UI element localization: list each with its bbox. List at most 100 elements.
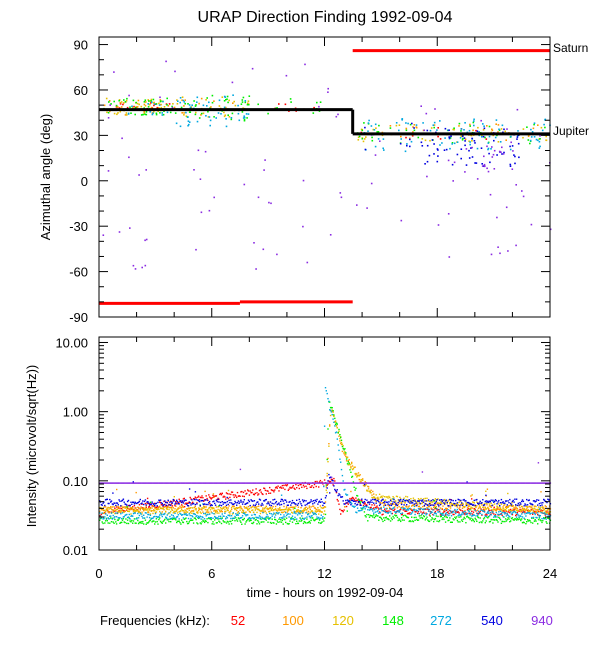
intensity-point-940khz [530, 482, 532, 484]
intensity-point-120khz [251, 509, 253, 512]
azimuth-point-272khz [205, 115, 207, 117]
intensity-point-120khz [173, 496, 175, 498]
intensity-point-120khz [129, 509, 131, 511]
intensity-point-540khz [455, 504, 458, 507]
intensity-point-272khz [499, 510, 502, 512]
intensity-point-940khz [156, 482, 158, 484]
intensity-point-540khz [135, 502, 137, 505]
intensity-point-120khz [459, 500, 461, 502]
intensity-point-940khz [537, 482, 539, 484]
intensity-point-272khz [290, 518, 292, 520]
intensity-point-148khz [301, 517, 304, 519]
azimuth-point-272khz [202, 104, 205, 107]
intensity-point-148khz [474, 517, 476, 519]
azimuth-point-540khz [514, 162, 516, 165]
azimuth-point-540khz [482, 135, 485, 138]
intensity-point-540khz [275, 500, 278, 503]
intensity-point-540khz [114, 502, 116, 504]
azimuth-point-272khz [377, 138, 380, 140]
azimuth-point-272khz [187, 120, 190, 122]
intensity-point-100khz [232, 505, 234, 508]
intensity-point-148khz [406, 516, 408, 518]
intensity-point-272khz [250, 517, 252, 519]
azimuth-point-148khz [227, 101, 229, 104]
intensity-point-272khz [125, 514, 127, 516]
intensity-point-100khz [526, 508, 528, 510]
intensity-point-52khz [428, 514, 431, 516]
intensity-point-52khz [231, 491, 234, 493]
intensity-point-52khz [414, 511, 416, 513]
azimuth-point-540khz [451, 163, 454, 166]
azimuth-point-272khz [175, 122, 178, 125]
azimuth-point-120khz [357, 136, 360, 139]
intensity-point-100khz [309, 508, 311, 510]
intensity-point-120khz [107, 511, 109, 513]
intensity-point-540khz [315, 500, 317, 503]
intensity-point-120khz [515, 509, 518, 511]
intensity-point-120khz [194, 508, 196, 510]
intensity-point-120khz [435, 499, 437, 501]
intensity-point-940khz [532, 482, 535, 484]
intensity-point-940khz [307, 482, 310, 484]
intensity-point-940khz [340, 482, 343, 484]
intensity-point-272khz [102, 518, 104, 520]
intensity-point-148khz [124, 521, 126, 524]
intensity-point-120khz [504, 509, 507, 511]
intensity-point-100khz [460, 504, 462, 506]
intensity-point-540khz [422, 499, 424, 501]
intensity-point-272khz [434, 512, 437, 514]
intensity-point-272khz [444, 509, 446, 511]
intensity-point-940khz [121, 482, 123, 484]
intensity-point-52khz [252, 493, 255, 495]
intensity-points [99, 387, 552, 525]
intensity-point-100khz [486, 504, 488, 506]
intensity-point-940khz [298, 482, 300, 484]
intensity-point-100khz [272, 505, 274, 508]
intensity-point-120khz [389, 496, 391, 499]
intensity-point-540khz [282, 500, 284, 502]
intensity-point-272khz [515, 511, 517, 514]
intensity-point-540khz [225, 501, 227, 504]
intensity-point-148khz [341, 445, 344, 448]
intensity-point-540khz [504, 500, 507, 502]
intensity-point-272khz [226, 517, 229, 519]
azimuth-point-120khz [223, 115, 226, 118]
intensity-point-100khz [508, 505, 510, 507]
azimuth-point-940khz [107, 117, 110, 119]
intensity-point-52khz [431, 508, 433, 510]
azimuth-point-148khz [539, 138, 541, 140]
intensity-point-148khz [422, 517, 424, 520]
azimuth-point-940khz [491, 156, 494, 158]
intensity-point-120khz [342, 445, 344, 447]
intensity-point-940khz [294, 482, 296, 484]
intensity-point-540khz [263, 500, 265, 502]
intensity-point-940khz [243, 482, 245, 484]
intensity-point-120khz [448, 499, 450, 501]
azimuth-point-272khz [487, 147, 490, 150]
intensity-point-100khz [323, 506, 325, 509]
intensity-point-100khz [537, 509, 540, 511]
intensity-point-120khz [395, 495, 398, 497]
intensity-point-100khz [115, 509, 117, 511]
intensity-point-540khz [290, 504, 292, 506]
intensity-point-272khz [419, 508, 421, 510]
intensity-point-120khz [328, 445, 330, 447]
intensity-point-272khz [213, 513, 215, 515]
intensity-point-272khz [392, 507, 394, 509]
intensity-point-52khz [471, 510, 473, 512]
intensity-point-148khz [517, 518, 519, 521]
intensity-point-120khz [444, 502, 447, 504]
intensity-point-100khz [279, 508, 281, 510]
azimuth-point-540khz [413, 127, 415, 129]
azimuth-point-148khz [226, 98, 228, 100]
intensity-point-52khz [326, 484, 328, 486]
intensity-point-272khz [472, 514, 475, 516]
intensity-point-100khz [121, 505, 123, 507]
intensity-point-120khz [233, 507, 235, 509]
intensity-point-940khz [180, 482, 182, 484]
intensity-point-940khz [138, 482, 141, 484]
intensity-point-272khz [196, 514, 198, 517]
intensity-point-148khz [129, 520, 131, 522]
intensity-point-540khz [124, 503, 126, 505]
intensity-point-940khz [170, 482, 173, 484]
